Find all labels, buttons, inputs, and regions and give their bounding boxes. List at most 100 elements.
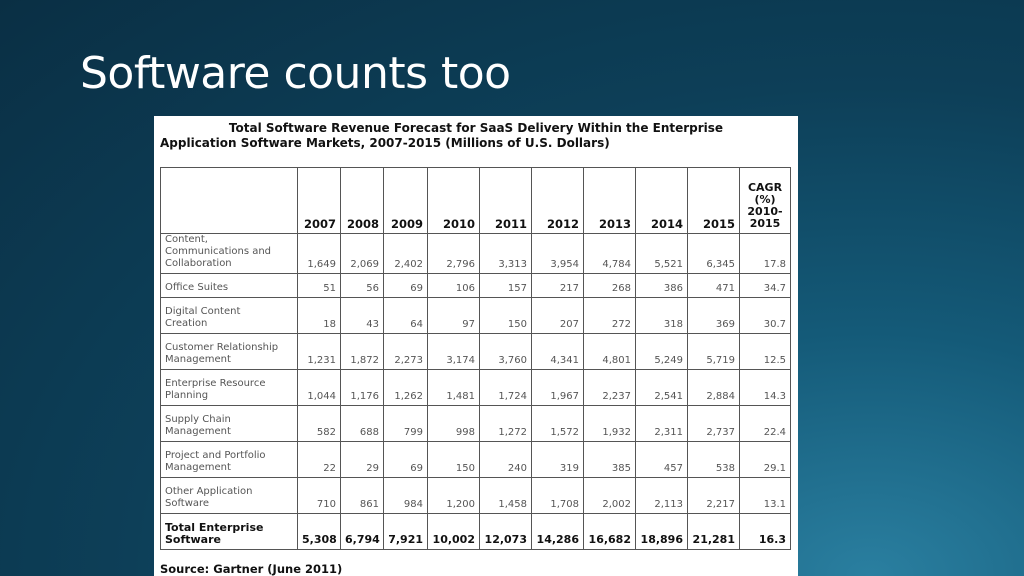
value-cell: 2,002 [583, 477, 636, 514]
value-cell: 2,796 [427, 233, 480, 274]
value-cell: 319 [531, 441, 584, 478]
value-cell: 688 [340, 405, 384, 442]
value-cell: 318 [635, 297, 688, 334]
value-cell: 1,572 [531, 405, 584, 442]
value-cell: 1,481 [427, 369, 480, 406]
value-cell: 157 [479, 273, 532, 298]
header-row: 2007 2008 2009 2010 2011 2012 2013 2014 2015 CAGR… [160, 167, 791, 234]
value-cell: 5,249 [635, 333, 688, 370]
table-row: Enterprise Resource Planning 1,044 1,176 1,2… [160, 369, 791, 406]
year-header: 2012 [531, 167, 584, 234]
cagr-cell: 34.7 [739, 273, 791, 298]
value-cell: 1,231 [297, 333, 341, 370]
value-cell: 3,760 [479, 333, 532, 370]
value-cell: 6,794 [340, 513, 384, 550]
value-cell: 51 [297, 273, 341, 298]
value-cell: 5,521 [635, 233, 688, 274]
row-label-line: Management [165, 462, 231, 473]
value-cell: 43 [340, 297, 384, 334]
value-cell: 2,113 [635, 477, 688, 514]
revenue-forecast-table: 2007 2008 2009 2010 2011 2012 2013 2014 2015 CAGR… [160, 167, 791, 550]
row-label-line: Customer Relationship [165, 342, 279, 353]
table-title: Total Software Revenue Forecast for SaaS… [160, 121, 792, 151]
value-cell: 217 [531, 273, 584, 298]
value-cell: 7,921 [383, 513, 428, 550]
value-cell: 2,311 [635, 405, 688, 442]
value-cell: 14,286 [531, 513, 584, 550]
value-cell: 861 [340, 477, 384, 514]
row-label: Other Application Software [160, 477, 298, 514]
row-label-line: Software [165, 533, 221, 546]
table-title-line-1: Total Software Revenue Forecast for SaaS… [228, 121, 724, 135]
value-cell: 4,341 [531, 333, 584, 370]
year-header: 2009 [383, 167, 428, 234]
row-label: Office Suites [160, 273, 298, 298]
table-image-panel: Total Software Revenue Forecast for SaaS… [154, 116, 798, 576]
value-cell: 2,884 [687, 369, 740, 406]
row-label: Supply Chain Management [160, 405, 298, 442]
value-cell: 6,345 [687, 233, 740, 274]
row-label: Customer Relationship Management [160, 333, 298, 370]
row-label-line: Other Application [165, 486, 253, 497]
value-cell: 64 [383, 297, 428, 334]
row-label: Project and Portfolio Management [160, 441, 298, 478]
row-label-line: Management [165, 426, 231, 437]
value-cell: 984 [383, 477, 428, 514]
value-cell: 3,954 [531, 233, 584, 274]
year-header: 2008 [340, 167, 384, 234]
value-cell: 369 [687, 297, 740, 334]
row-label-line: Digital Content [165, 306, 241, 317]
header-label-cell [160, 167, 298, 234]
row-label: Digital Content Creation [160, 297, 298, 334]
cagr-cell: 30.7 [739, 297, 791, 334]
value-cell: 3,313 [479, 233, 532, 274]
value-cell: 4,801 [583, 333, 636, 370]
table-row: Office Suites 51 56 69 106 157 217 268 386 471 34.… [160, 273, 791, 298]
value-cell: 1,967 [531, 369, 584, 406]
row-label-line: Planning [165, 390, 209, 401]
value-cell: 1,458 [479, 477, 532, 514]
value-cell: 3,174 [427, 333, 480, 370]
table-row: Digital Content Creation 18 43 64 97 150 207 272… [160, 297, 791, 334]
row-label-line: Management [165, 354, 231, 365]
value-cell: 97 [427, 297, 480, 334]
value-cell: 538 [687, 441, 740, 478]
value-cell: 272 [583, 297, 636, 334]
table-title-line-2: Application Software Markets, 2007-2015 … [160, 136, 610, 150]
value-cell: 1,649 [297, 233, 341, 274]
value-cell: 710 [297, 477, 341, 514]
value-cell: 1,176 [340, 369, 384, 406]
value-cell: 5,719 [687, 333, 740, 370]
source-note: Source: Gartner (June 2011) [160, 562, 343, 576]
value-cell: 22 [297, 441, 341, 478]
table-row: Customer Relationship Management 1,231 1,87… [160, 333, 791, 370]
year-header: 2013 [583, 167, 636, 234]
row-label: Enterprise Resource Planning [160, 369, 298, 406]
value-cell: 268 [583, 273, 636, 298]
value-cell: 10,002 [427, 513, 480, 550]
row-label-line: Enterprise Resource [165, 378, 266, 389]
row-label: Content, Communications and Collaboration [160, 233, 298, 274]
value-cell: 471 [687, 273, 740, 298]
cagr-header: CAGR (%) 2010- 2015 [739, 167, 791, 234]
cagr-cell: 22.4 [739, 405, 791, 442]
value-cell: 385 [583, 441, 636, 478]
cagr-header-line: 2015 [749, 217, 781, 230]
value-cell: 1,200 [427, 477, 480, 514]
value-cell: 150 [427, 441, 480, 478]
value-cell: 998 [427, 405, 480, 442]
cagr-cell: 16.3 [739, 513, 791, 550]
value-cell: 150 [479, 297, 532, 334]
row-label-line: Collaboration [165, 258, 232, 269]
value-cell: 2,402 [383, 233, 428, 274]
cagr-header-line: 2010- [747, 205, 783, 218]
value-cell: 2,737 [687, 405, 740, 442]
cagr-header-line: CAGR [747, 181, 783, 194]
cagr-cell: 12.5 [739, 333, 791, 370]
value-cell: 21,281 [687, 513, 740, 550]
value-cell: 457 [635, 441, 688, 478]
value-cell: 16,682 [583, 513, 636, 550]
cagr-header-line: (%) [754, 193, 776, 206]
value-cell: 2,217 [687, 477, 740, 514]
row-label-line: Creation [165, 318, 208, 329]
